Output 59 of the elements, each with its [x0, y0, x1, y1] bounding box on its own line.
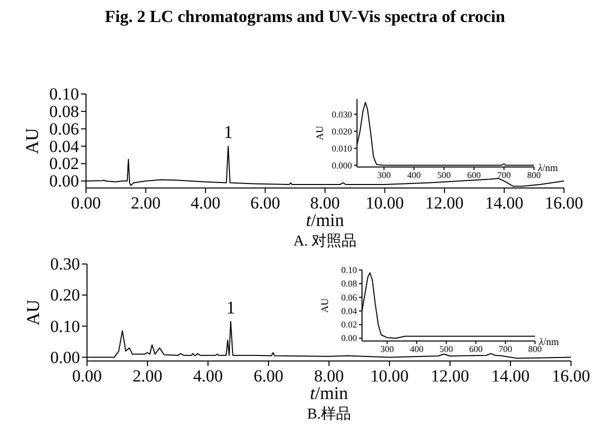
- x-tick-label: 12.00: [430, 366, 470, 386]
- x-tick-label: 6.00: [250, 193, 280, 212]
- chart-title: Fig. 2 LC chromatograms and UV-Vis spectra of crocin: [104, 7, 506, 26]
- x-tick-label: 600: [469, 344, 484, 354]
- x-tick-label: 4.00: [193, 366, 223, 386]
- x-axis-title: t/min: [306, 210, 344, 230]
- y-tick-label: 0.30: [50, 254, 80, 274]
- annotation: 1: [224, 122, 233, 142]
- x-tick-label: 6.00: [254, 366, 284, 386]
- text: A. 对照品: [293, 232, 357, 250]
- y-tick-label: 0.10: [341, 264, 358, 275]
- x-tick-label: 16.00: [544, 193, 584, 212]
- x-tick-label: 2.00: [132, 366, 162, 386]
- y-tick-label: 0.000: [332, 160, 352, 170]
- y-tick-label: 0.06: [341, 292, 358, 302]
- y-tick-label: 0.04: [49, 136, 80, 156]
- y-tick-label: 0.10: [49, 84, 79, 104]
- x-tick-label: 800: [528, 344, 542, 354]
- x-tick-label: 16.00: [552, 366, 590, 386]
- y-tick-label: 0.00: [341, 333, 358, 344]
- x-tick-label: 300: [380, 344, 394, 354]
- x-tick-label: 10.00: [370, 366, 409, 386]
- x-tick-label: 500: [437, 170, 452, 180]
- x-tick-label: 8.00: [314, 366, 344, 386]
- x-tick-label: 400: [410, 344, 424, 354]
- x-tick-label: 800: [527, 170, 542, 180]
- y-axis-title: AU: [23, 300, 43, 326]
- text: B.样品: [307, 406, 351, 423]
- y-tick-label: 0.08: [341, 278, 358, 289]
- x-tick-label: 2.00: [130, 193, 161, 212]
- y-tick-label: 0.020: [332, 126, 352, 136]
- y-tick-label: 0.02: [49, 154, 79, 174]
- x-tick-label: 400: [407, 170, 422, 180]
- x-tick-label: 12.00: [425, 193, 464, 212]
- x-tick-label: 300: [377, 170, 392, 180]
- x-tick-label: 0.00: [71, 193, 101, 212]
- x-tick-label: 500: [440, 344, 454, 354]
- y-tick-label: 0.02: [341, 320, 357, 330]
- y-tick-label: 0.030: [332, 109, 352, 120]
- annotation: 1: [226, 298, 236, 318]
- y-tick-label: 0.10: [50, 316, 80, 336]
- y-axis-title: AU: [315, 125, 326, 140]
- y-tick-label: 0.08: [49, 102, 79, 122]
- x-tick-label: 700: [498, 344, 513, 354]
- x-tick-label: 14.00: [485, 193, 524, 212]
- y-axis-title: AU: [320, 298, 331, 313]
- y-tick-label: 0.06: [49, 119, 79, 138]
- x-tick-label: 14.00: [491, 366, 530, 386]
- x-tick-label: 600: [467, 170, 482, 180]
- y-axis-title: AU: [22, 128, 42, 154]
- x-tick-label: 8.00: [310, 193, 340, 212]
- x-axis-title: t/min: [310, 383, 348, 404]
- x-tick-label: 700: [497, 170, 512, 180]
- x-tick-label: 4.00: [190, 193, 220, 212]
- y-tick-label: 0.010: [332, 143, 352, 154]
- y-tick-label: 0.04: [341, 306, 358, 316]
- x-tick-label: 10.00: [366, 193, 404, 212]
- x-tick-label: 0.00: [72, 366, 102, 386]
- y-tick-label: 0.20: [50, 286, 80, 305]
